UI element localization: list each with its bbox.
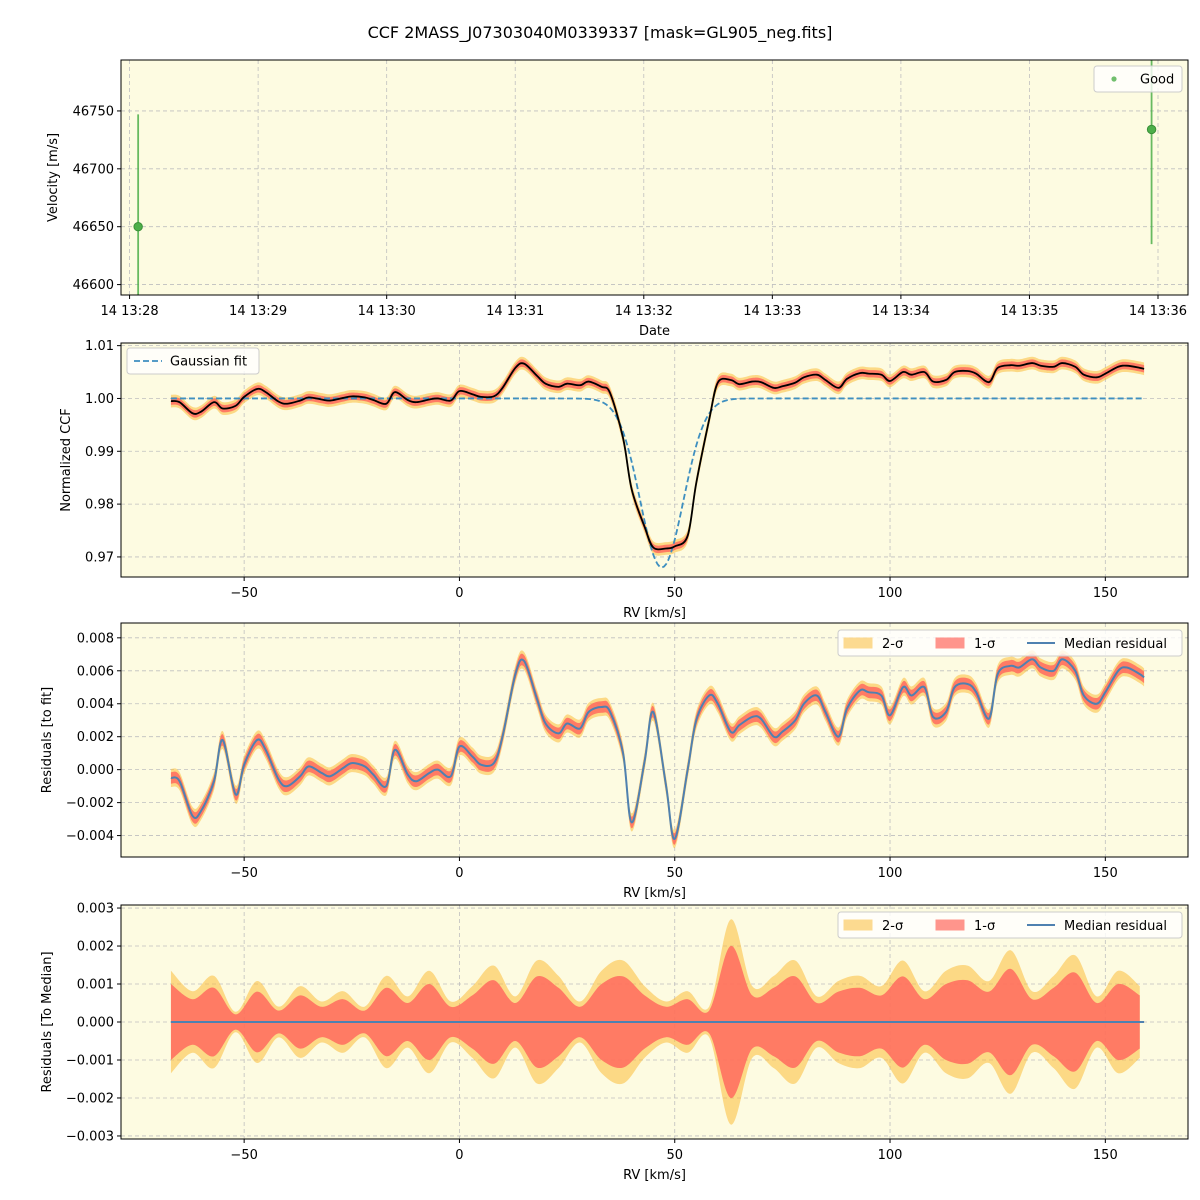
x-tick-label: 100: [878, 866, 903, 881]
residuals-median-panel: −50 0 50 100 150 −0.003 −0.002 −0.001 0.000 0.001…: [40, 902, 1189, 1183]
x-tick-label: 150: [1093, 866, 1118, 881]
x-tick-label: 14 13:36: [1129, 304, 1187, 319]
plot-area: [121, 60, 1188, 295]
x-tick-label: 14 13:32: [615, 304, 673, 319]
y-tick-label: 46600: [73, 278, 114, 293]
y-tick-label: −0.001: [66, 1053, 114, 1068]
data-point: [1146, 124, 1157, 135]
y-tick-label: 0.000: [77, 763, 114, 778]
y-tick-label: 0.003: [77, 902, 114, 917]
y-axis-label: Residuals [To Median]: [40, 951, 55, 1092]
x-tick-label: 0: [455, 1148, 463, 1163]
legend-label-2sigma: 2-σ: [882, 637, 903, 652]
y-tick-label: 1.01: [85, 339, 114, 354]
residual-2sigma-band: [170, 650, 1145, 849]
y-tick-label: −0.002: [66, 796, 114, 811]
x-axis-label: Date: [639, 324, 670, 339]
residuals-fit-panel: −50 0 50 100 150 −0.004 −0.002 0.000 0.002 0.004 0…: [40, 622, 1189, 901]
y-tick-label: 46650: [73, 220, 114, 235]
legend: 2-σ 1-σ Median residual: [837, 629, 1183, 657]
legend-label-2sigma: 2-σ: [882, 919, 903, 934]
y-tick-label: 1.00: [85, 392, 114, 407]
y-tick-label: 0.002: [77, 730, 114, 745]
y-tick-label: −0.003: [66, 1129, 114, 1144]
figure-title: CCF 2MASS_J07303040M0339337 [mask=GL905_…: [368, 23, 833, 43]
y-axis-label: Residuals [to fit]: [40, 687, 55, 793]
legend: 2-σ 1-σ Median residual: [837, 911, 1183, 939]
axes-frame: [120, 342, 1189, 578]
residual-1sigma-band: [170, 653, 1145, 845]
x-tick-label: 14 13:28: [100, 304, 158, 319]
x-tick-label: −50: [230, 586, 257, 601]
legend-box: [126, 347, 260, 375]
data-layer: [133, 60, 1157, 295]
data-point: [133, 221, 143, 232]
legend: Gaussian fit: [126, 347, 260, 375]
y-tick-label: 0.004: [77, 697, 114, 712]
x-tick-label: 14 13:33: [743, 304, 801, 319]
x-tick-label: 14 13:34: [872, 304, 930, 319]
ccf-panel: −50 0 50 100 150 0.97 0.98 0.99 1.00 1.01 RV [km/s…: [59, 339, 1189, 621]
x-axis-label: RV [km/s]: [623, 1168, 686, 1183]
x-tick-label: 0: [455, 586, 463, 601]
x-axis-label: RV [km/s]: [623, 886, 686, 901]
x-tick-label: 14 13:35: [1000, 304, 1058, 319]
legend-swatch-2sigma: [843, 919, 873, 931]
legend-box: [1093, 65, 1183, 93]
x-tick-label: 14 13:29: [229, 304, 287, 319]
legend-label-median: Median residual: [1064, 919, 1167, 934]
x-tick-label: 100: [878, 586, 903, 601]
legend-label-median: Median residual: [1064, 637, 1167, 652]
legend-box: [837, 911, 1183, 939]
legend-swatch-1sigma: [935, 637, 965, 649]
y-tick-label: 0.002: [77, 940, 114, 955]
x-tick-label: 150: [1093, 1148, 1118, 1163]
legend-label-gaussian: Gaussian fit: [170, 355, 247, 370]
legend-label-1sigma: 1-σ: [974, 919, 995, 934]
y-tick-label: 0.000: [77, 1016, 114, 1031]
legend-label-1sigma: 1-σ: [974, 637, 995, 652]
x-tick-label: 50: [666, 1148, 683, 1163]
velocity-timeseries-panel: 14 13:28 14 13:29 14 13:30 14 13:31 14 13:32…: [46, 59, 1189, 339]
legend-label-good: Good: [1140, 73, 1174, 88]
legend-box: [837, 629, 1183, 657]
axes-frame: [120, 59, 1189, 296]
y-tick-label: 0.008: [77, 631, 114, 646]
gaussian-fit-line: [170, 397, 1145, 569]
y-axis-label: Velocity [m/s]: [46, 133, 61, 222]
x-tick-label: 100: [878, 1148, 903, 1163]
y-tick-label: 46750: [73, 104, 114, 119]
y-tick-label: 0.001: [77, 978, 114, 993]
axes-frame: [120, 622, 1189, 858]
legend-swatch-2sigma: [843, 637, 873, 649]
x-tick-label: 14 13:31: [486, 304, 544, 319]
y-tick-label: 46700: [73, 162, 114, 177]
y-tick-label: 0.97: [85, 550, 114, 565]
legend-marker-good: [1111, 76, 1117, 82]
y-tick-label: 0.98: [85, 498, 114, 513]
y-tick-label: −0.002: [66, 1091, 114, 1106]
y-tick-label: 0.006: [77, 664, 114, 679]
x-axis-label: RV [km/s]: [623, 606, 686, 621]
median-residual-line: [170, 658, 1145, 840]
y-tick-label: −0.004: [66, 829, 114, 844]
x-tick-label: −50: [230, 866, 257, 881]
legend: Good: [1093, 65, 1183, 93]
x-tick-label: 50: [666, 586, 683, 601]
x-tick-label: −50: [230, 1148, 257, 1163]
x-tick-label: 0: [455, 866, 463, 881]
x-tick-label: 150: [1093, 586, 1118, 601]
ccf-2sigma-band: [170, 356, 1145, 556]
y-tick-label: 0.99: [85, 445, 114, 460]
x-tick-label: 14 13:30: [358, 304, 416, 319]
plot-area: [121, 343, 1188, 577]
x-tick-label: 50: [666, 866, 683, 881]
legend-swatch-1sigma: [935, 919, 965, 931]
ccf-median-line: [170, 362, 1145, 551]
y-axis-label: Normalized CCF: [59, 408, 74, 512]
